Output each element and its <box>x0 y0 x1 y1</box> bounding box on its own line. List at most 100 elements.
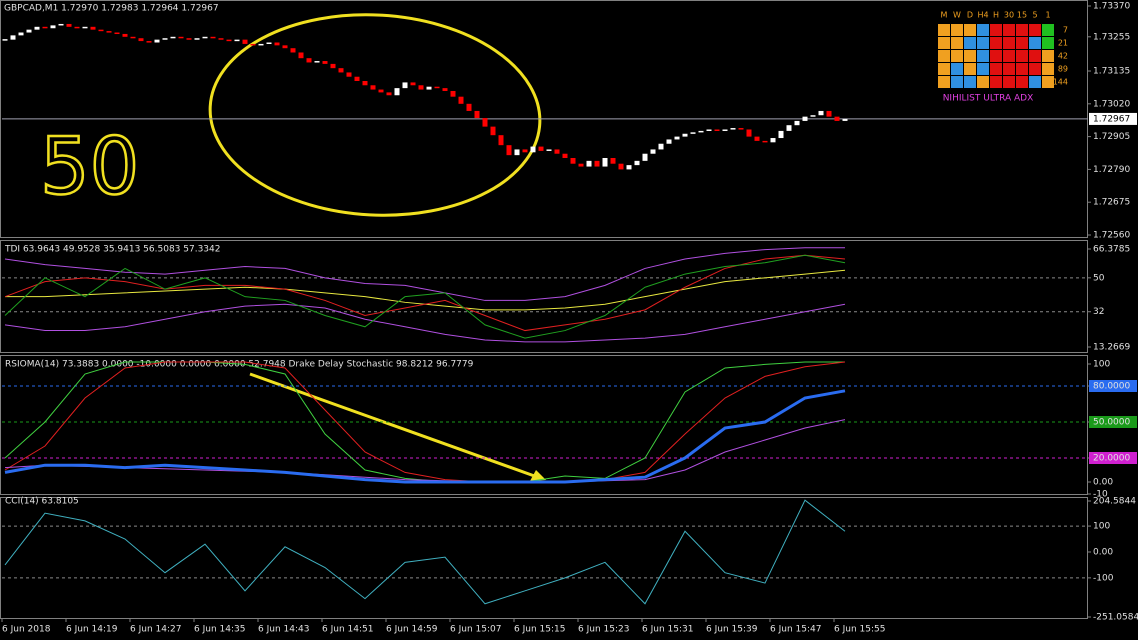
widget-cell <box>938 50 950 62</box>
candle <box>42 26 48 29</box>
candle <box>610 158 616 164</box>
widget-column: D <box>967 11 973 20</box>
indicator-line <box>4 303 846 343</box>
axis-label: 1.73255 <box>1093 32 1130 42</box>
axis-label: 1.72560 <box>1093 231 1130 241</box>
candle <box>18 32 24 36</box>
axis-label: 0.00 <box>1093 478 1113 488</box>
candle <box>786 125 792 131</box>
widget-column: W <box>953 11 961 20</box>
widget-cell <box>977 37 989 49</box>
candle <box>626 165 632 170</box>
axis-label: 1.72675 <box>1093 198 1130 208</box>
time-label: 6 Jun 14:35 <box>194 625 245 635</box>
axis-label: 0.00 <box>1093 547 1113 557</box>
indicator-line <box>4 361 846 483</box>
widget-cell <box>951 24 963 36</box>
widget-cell <box>977 24 989 36</box>
candle <box>706 129 712 131</box>
circle-annotation <box>208 13 542 217</box>
widget-cell <box>1003 50 1015 62</box>
time-label: 6 Jun 15:31 <box>642 625 693 635</box>
axis-label: 66.3785 <box>1093 245 1130 255</box>
candle <box>82 26 88 29</box>
time-label: 6 Jun 14:51 <box>322 625 373 635</box>
candle <box>738 128 744 130</box>
axis-label: 50.0000 <box>1093 418 1130 428</box>
widget-cell <box>951 50 963 62</box>
widget-cell <box>938 76 950 88</box>
candle <box>282 45 288 49</box>
candle <box>234 39 240 42</box>
candle <box>682 133 688 137</box>
candle <box>522 149 528 153</box>
widget-column: 1 <box>1045 11 1050 20</box>
widget-cell <box>938 37 950 49</box>
axis-label: -251.0584 <box>1093 613 1138 623</box>
candle <box>698 130 704 133</box>
candle <box>266 42 272 44</box>
time-label: 6 Jun 15:47 <box>770 625 821 635</box>
indicator-line <box>4 389 846 484</box>
candle <box>842 118 848 121</box>
widget-row: 7 <box>1063 26 1068 35</box>
candle <box>746 129 752 137</box>
time-label: 6 Jun 2018 <box>2 625 51 635</box>
candle <box>762 140 768 143</box>
candle <box>290 48 296 53</box>
candle <box>386 92 392 96</box>
candle <box>314 61 320 63</box>
candle <box>546 149 552 151</box>
widget-cell <box>1042 24 1054 36</box>
widget-cell <box>1016 63 1028 75</box>
candle <box>602 158 608 167</box>
candle <box>562 153 568 158</box>
candle <box>218 38 224 40</box>
widget-cell <box>951 37 963 49</box>
candle <box>306 58 312 63</box>
candle <box>258 43 264 46</box>
candle <box>274 42 280 46</box>
time-label: 6 Jun 15:07 <box>450 625 501 635</box>
candle <box>434 86 440 89</box>
candle <box>458 96 464 104</box>
symbol-info: GBPCAD,M1 1.72970 1.72983 1.72964 1.7296… <box>4 4 219 14</box>
widget-row: 42 <box>1058 52 1068 61</box>
time-label: 6 Jun 14:27 <box>130 625 181 635</box>
widget-cell <box>977 76 989 88</box>
axis-label: 20.0000 <box>1093 454 1130 464</box>
widget-cell <box>977 63 989 75</box>
tdi-panel <box>0 240 1088 353</box>
indicator-label: TDI 63.9643 49.9528 35.9413 56.5083 57.3… <box>4 245 220 255</box>
candle <box>354 76 360 81</box>
candle <box>818 110 824 116</box>
widget-column: H4 <box>977 11 988 20</box>
candle <box>202 36 208 39</box>
widget-cell <box>1029 37 1041 49</box>
widget-cell <box>1042 76 1054 88</box>
time-label: 6 Jun 15:39 <box>706 625 758 635</box>
candle <box>242 39 248 44</box>
candle <box>194 38 200 40</box>
axis-label: 100 <box>1093 522 1110 532</box>
cci-panel <box>0 497 1088 619</box>
widget-column: H <box>993 11 999 20</box>
candle <box>146 41 152 43</box>
candle <box>826 110 832 117</box>
candle <box>730 128 736 130</box>
candle <box>714 129 720 131</box>
widget-cell <box>1042 50 1054 62</box>
candle <box>338 68 344 73</box>
axis-label: -10 <box>1093 490 1108 500</box>
widget-cell <box>1003 37 1015 49</box>
axis-label: 1.73370 <box>1093 2 1130 12</box>
widget-cell <box>938 63 950 75</box>
candle <box>362 81 368 86</box>
candle <box>474 110 480 119</box>
widget-cell <box>964 50 976 62</box>
time-label: 6 Jun 14:59 <box>386 625 438 635</box>
candle <box>426 86 432 90</box>
candle <box>162 38 168 40</box>
widget-cell <box>964 76 976 88</box>
indicator-line <box>4 499 846 605</box>
